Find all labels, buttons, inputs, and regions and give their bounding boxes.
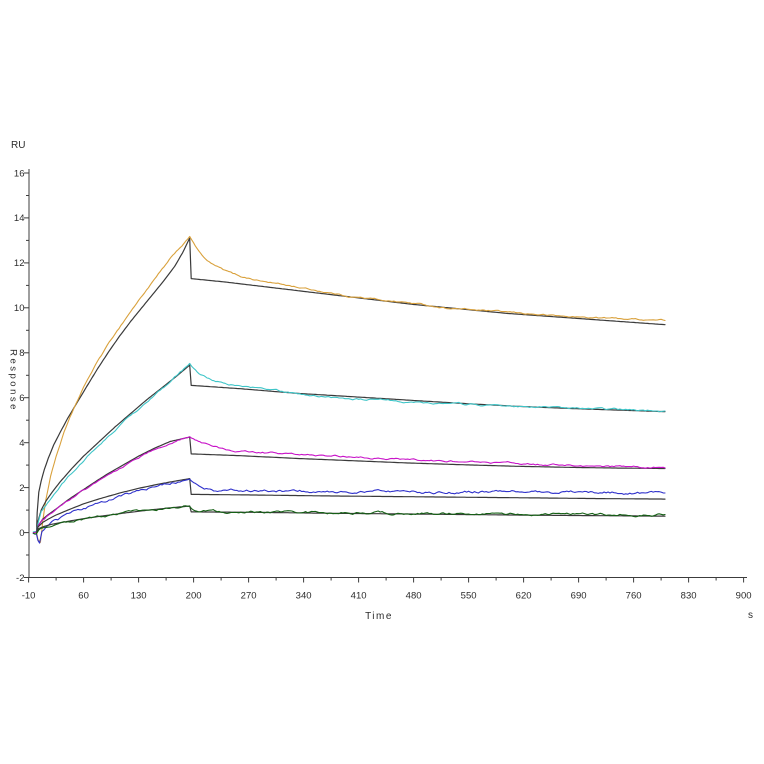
svg-text:0: 0 (19, 528, 24, 539)
svg-text:760: 760 (626, 591, 642, 602)
svg-text:8: 8 (19, 348, 24, 359)
y-axis-unit-label: RU (11, 140, 26, 151)
svg-text:620: 620 (516, 591, 532, 602)
svg-text:550: 550 (461, 591, 477, 602)
svg-text:340: 340 (296, 591, 312, 602)
svg-text:410: 410 (351, 591, 367, 602)
svg-text:900: 900 (736, 591, 752, 602)
series-magenta (32, 436, 666, 534)
svg-text:4: 4 (19, 438, 24, 449)
svg-text:-10: -10 (22, 591, 36, 602)
svg-text:2: 2 (19, 483, 24, 494)
svg-text:480: 480 (406, 591, 422, 602)
svg-text:60: 60 (78, 591, 89, 602)
axes (28, 169, 747, 578)
svg-text:130: 130 (131, 591, 147, 602)
svg-text:-2: -2 (16, 573, 24, 584)
x-axis-title: Time (365, 611, 393, 622)
axis-ticks (24, 172, 745, 583)
svg-text:270: 270 (241, 591, 257, 602)
svg-text:200: 200 (186, 591, 202, 602)
series-orange (32, 235, 666, 543)
svg-text:12: 12 (14, 258, 25, 269)
series-cyan (32, 362, 666, 534)
series-blue (32, 478, 666, 544)
x-tick-labels: -10 60 130 200 270 340 410 480 550 620 690 760 830 90… (22, 591, 752, 602)
svg-text:14: 14 (14, 213, 25, 224)
svg-text:690: 690 (571, 591, 587, 602)
svg-text:16: 16 (14, 168, 25, 179)
series-green (32, 505, 666, 535)
svg-text:830: 830 (681, 591, 697, 602)
y-tick-labels: -2 0 2 4 6 8 10 12 14 16 (14, 168, 25, 584)
x-axis-unit-label: s (748, 610, 753, 621)
y-axis-title: Response (7, 349, 19, 412)
svg-text:10: 10 (14, 303, 25, 314)
svg-text:6: 6 (19, 393, 24, 404)
